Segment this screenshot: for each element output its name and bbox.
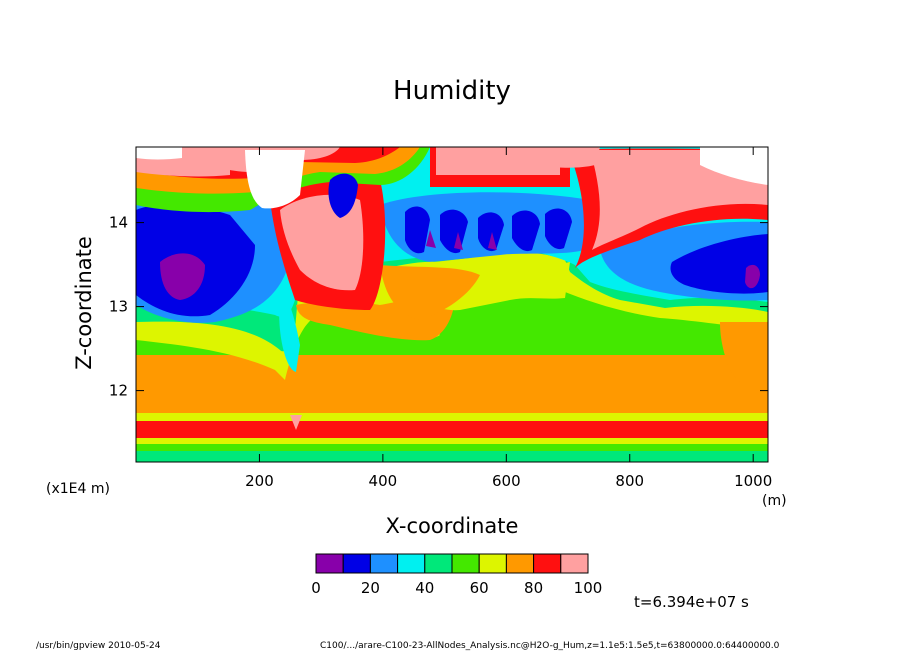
colorbar-swatch (315, 553, 344, 574)
x-tick-label: 200 (245, 472, 274, 490)
x-axis-unit: (m) (762, 493, 787, 509)
humidity-contour-region (700, 147, 768, 185)
x-tick-label: 600 (492, 472, 521, 490)
colorbar-swatch (533, 553, 562, 574)
x-tick-label: 800 (615, 472, 644, 490)
x-tick-label: 400 (369, 472, 398, 490)
y-tick-label: 13 (109, 298, 128, 316)
humidity-contour-region (245, 150, 305, 209)
humidity-contour-region (512, 210, 540, 252)
humidity-contour-region (488, 232, 497, 250)
colorbar-label: 100 (574, 579, 603, 597)
colorbar-label: 0 (311, 579, 321, 597)
humidity-contour-region (545, 208, 572, 250)
footer-left: /usr/bin/gpview 2010-05-24 (36, 641, 161, 651)
y-tick-label: 14 (109, 214, 128, 232)
humidity-contour-region (279, 292, 300, 372)
colorbar-swatch (342, 553, 371, 574)
humidity-contour-region (280, 194, 364, 291)
y-axis-unit: (x1E4 m) (46, 481, 110, 497)
humidity-contour-region (426, 230, 436, 248)
humidity-contour-region (160, 253, 205, 300)
colorbar-swatch (451, 553, 480, 574)
humidity-contour-region (136, 147, 182, 160)
colorbar-swatch (424, 553, 453, 574)
humidity-contour-region (720, 322, 768, 395)
humidity-contour-region (136, 451, 768, 462)
colorbar-label: 20 (361, 579, 380, 597)
humidity-contour-region (328, 173, 358, 218)
x-axis-ticks: 200 400 600 800 1000 (245, 147, 772, 490)
colorbar-label: 60 (470, 579, 489, 597)
humidity-contour-region (440, 209, 468, 254)
humidity-contour-region (290, 415, 302, 430)
y-axis-label: Z-coordinate (72, 236, 96, 370)
colorbar-swatch (397, 553, 426, 574)
humidity-contour-region (478, 212, 504, 252)
colorbar-label: 80 (524, 579, 543, 597)
humidity-contour-region (454, 232, 463, 250)
humidity-contour-region (380, 265, 480, 320)
contour-field (136, 147, 768, 462)
colorbar-swatch (369, 553, 399, 574)
plot-frame (135, 146, 769, 463)
x-tick-label: 1000 (734, 472, 772, 490)
humidity-contour-region (136, 421, 768, 438)
colorbar-swatch (505, 553, 535, 574)
humidity-contour-region (745, 264, 760, 289)
time-label: t=6.394e+07 s (634, 593, 749, 611)
humidity-contour-region (136, 438, 768, 444)
chart-title: Humidity (393, 76, 511, 106)
y-tick-label: 12 (109, 382, 128, 400)
humidity-contour-region (136, 355, 768, 417)
x-axis-label: X-coordinate (385, 514, 519, 538)
humidity-contour-region (405, 206, 430, 254)
colorbar-swatch (478, 553, 507, 574)
colorbar: 0 20 40 60 80 100 (311, 553, 603, 597)
humidity-contour-region (136, 413, 768, 423)
footer-right: C100/.../arare-C100-23-AllNodes_Analysis… (320, 641, 780, 651)
humidity-contour-region (590, 150, 768, 250)
humidity-contour-region (136, 444, 768, 451)
humidity-contour-region (670, 234, 768, 294)
y-axis-ticks: 12 13 14 (109, 214, 768, 400)
colorbar-label: 40 (415, 579, 434, 597)
humidity-contour-region (520, 147, 600, 168)
colorbar-swatch (560, 553, 589, 574)
